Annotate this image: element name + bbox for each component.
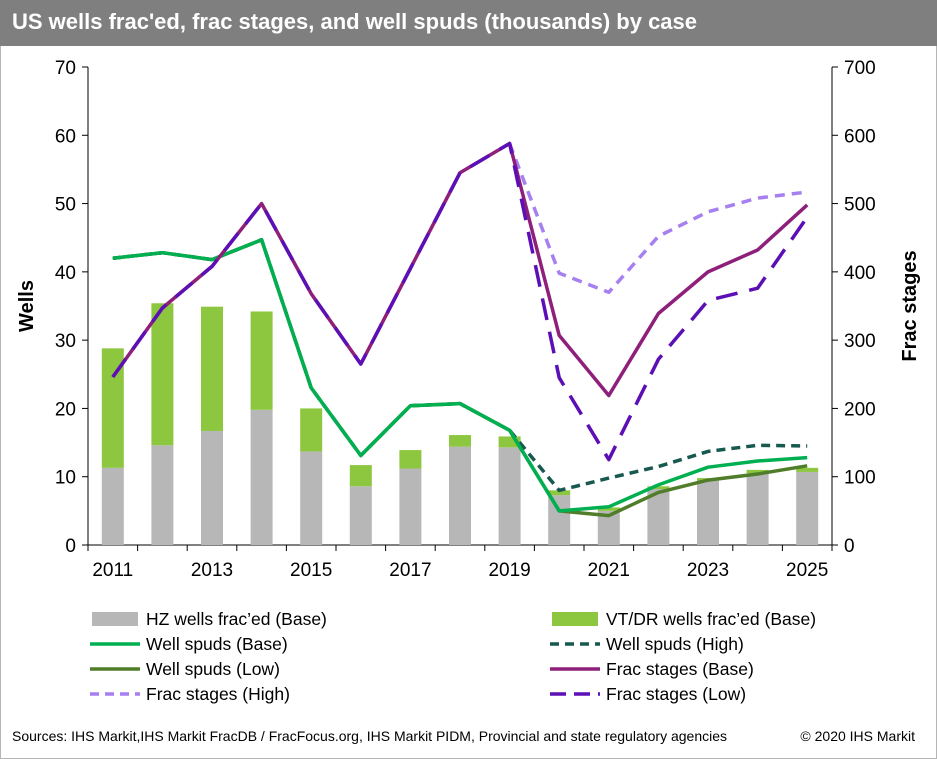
x-tick-label: 2013	[191, 560, 233, 581]
right-tick-label: 0	[844, 536, 855, 557]
left-tick-label: 30	[55, 331, 76, 352]
bar-vt-wells	[498, 436, 521, 448]
bar-vt-wells	[647, 486, 670, 490]
line-spuds-base	[112, 238, 808, 513]
left-tick-label: 50	[55, 195, 76, 216]
bar-hz-wells	[349, 486, 372, 545]
legend-swatch	[550, 667, 600, 671]
x-tick-label: 2011	[92, 560, 133, 581]
bar-vt-wells	[597, 507, 620, 511]
legend-swatch	[90, 692, 140, 696]
right-axis-title: Frac stages	[899, 250, 921, 361]
bar-vt-wells	[101, 348, 124, 468]
left-tick-label: 70	[55, 58, 76, 79]
bar-hz-wells	[597, 510, 620, 545]
x-tick-label: 2025	[786, 560, 828, 581]
line-frac-low	[111, 141, 809, 462]
legend-label: Frac stages (Low)	[606, 684, 747, 704]
bar-hz-wells	[697, 480, 719, 545]
legend-label: Frac stages (Base)	[606, 659, 754, 679]
bar-vt-wells	[349, 465, 372, 487]
bar-vt-wells	[746, 469, 769, 474]
bar-vt-wells	[399, 450, 422, 469]
legend-swatch	[90, 642, 140, 646]
line-frac-high	[507, 142, 808, 295]
left-tick-label: 0	[65, 536, 76, 557]
legend-label: Frac stages (High)	[146, 684, 290, 704]
x-tick-label: 2023	[687, 560, 729, 581]
left-tick-label: 60	[55, 126, 76, 147]
right-tick-label: 200	[844, 399, 876, 420]
bar-vt-wells	[449, 435, 471, 447]
bar-hz-wells	[746, 473, 769, 545]
right-tick-label: 100	[844, 468, 876, 489]
legend-label: HZ wells frac’ed (Base)	[146, 609, 327, 629]
title-bar: US wells frac'ed, frac stages, and well …	[0, 0, 937, 46]
left-axis-title: Wells	[16, 280, 38, 332]
bar-hz-wells	[449, 446, 471, 545]
left-tick-label: 20	[55, 399, 76, 420]
bar-hz-wells	[201, 430, 223, 545]
legend-swatch	[92, 612, 138, 626]
legend-swatch	[550, 642, 600, 646]
bar-vt-wells	[300, 408, 323, 452]
bar-hz-wells	[796, 471, 819, 545]
bar-hz-wells	[399, 468, 422, 545]
legend-label: Well spuds (High)	[606, 634, 744, 654]
bar-vt-wells	[201, 306, 223, 431]
bar-vt-wells	[796, 467, 819, 472]
x-tick-label: 2019	[488, 560, 530, 581]
chart-title: US wells frac'ed, frac stages, and well …	[12, 9, 698, 34]
copyright-note: © 2020 IHS Markit	[800, 728, 915, 744]
legend-swatch	[90, 667, 140, 671]
legend-label: VT/DR wells frac’ed (Base)	[606, 609, 817, 629]
bar-hz-wells	[647, 489, 670, 545]
right-tick-label: 600	[844, 126, 876, 147]
bar-hz-wells	[250, 409, 273, 545]
x-tick-label: 2017	[389, 560, 431, 581]
legend-label: Well spuds (Base)	[146, 634, 288, 654]
sources-note: Sources: IHS Markit,IHS Markit FracDB / …	[12, 728, 727, 744]
legend-label: Well spuds (Low)	[146, 659, 280, 679]
bar-vt-wells	[151, 303, 174, 446]
left-tick-label: 40	[55, 263, 76, 284]
legend-swatch	[550, 692, 600, 696]
x-tick-label: 2015	[290, 560, 332, 581]
bar-hz-wells	[498, 447, 521, 545]
legend-swatch	[552, 612, 598, 626]
bar-vt-wells	[548, 490, 571, 496]
right-tick-label: 400	[844, 263, 876, 284]
bar-hz-wells	[101, 467, 124, 545]
bar-vt-wells	[250, 311, 273, 410]
right-tick-label: 300	[844, 331, 876, 352]
right-tick-label: 500	[844, 195, 876, 216]
x-tick-label: 2021	[588, 560, 630, 581]
right-tick-label: 700	[844, 58, 876, 79]
left-tick-label: 10	[55, 468, 76, 489]
bar-hz-wells	[548, 495, 571, 545]
bar-hz-wells	[300, 451, 323, 545]
bar-hz-wells	[151, 445, 174, 545]
